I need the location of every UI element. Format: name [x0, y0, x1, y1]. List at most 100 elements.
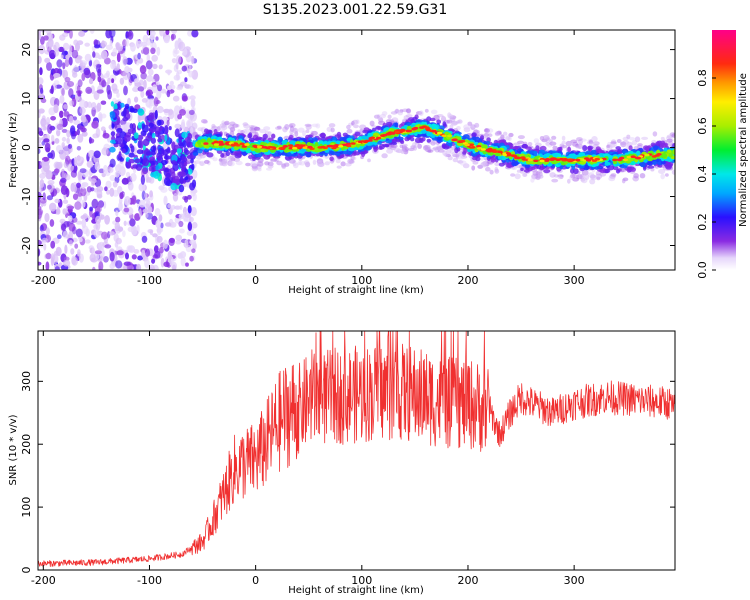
heatmap-cell: [75, 155, 82, 164]
heatmap-cell: [494, 166, 499, 173]
heatmap-cell: [38, 239, 42, 246]
heatmap-cell: [98, 55, 102, 60]
heatmap-cell: [390, 144, 398, 149]
heatmap-cell: [38, 197, 41, 207]
heatmap-cell: [47, 179, 55, 186]
heatmap-cell: [130, 173, 137, 182]
heatmap-cell: [567, 146, 571, 153]
heatmap-cell: [70, 248, 75, 255]
heatmap-cell: [355, 119, 360, 125]
heatmap-cell: [302, 146, 308, 149]
heatmap-cell: [116, 92, 120, 98]
heatmap-cell: [139, 65, 147, 74]
heatmap-cell: [187, 168, 193, 175]
heatmap-cell: [480, 162, 488, 168]
heatmap-cell: [112, 88, 120, 94]
heatmap-cell: [330, 127, 335, 133]
heatmap-cell: [218, 140, 224, 144]
heatmap-cell: [149, 156, 155, 162]
heatmap-cell: [144, 248, 151, 257]
heatmap-cell: [137, 86, 145, 92]
heatmap-cell: [38, 208, 44, 216]
heatmap-cell: [161, 159, 168, 166]
heatmap-cell: [109, 40, 113, 47]
heatmap-cell: [228, 161, 235, 167]
heatmap-cell: [510, 154, 516, 157]
heatmap-cell: [426, 138, 431, 143]
heatmap-cell: [45, 261, 50, 270]
heatmap-cell: [418, 110, 424, 116]
heatmap-cell: [89, 138, 95, 144]
heatmap-cell: [178, 41, 186, 52]
heatmap-cell: [155, 219, 161, 229]
heatmap-cell: [148, 122, 154, 128]
heatmap-cell: [152, 233, 158, 238]
heatmap-cell: [102, 132, 110, 139]
heatmap-cell: [104, 186, 108, 192]
heatmap-cell: [525, 146, 532, 150]
heatmap-cell: [125, 37, 129, 47]
heatmap-cell: [68, 240, 73, 246]
heatmap-cell: [151, 160, 159, 165]
heatmap-cell: [486, 137, 491, 143]
heatmap-cell: [65, 155, 71, 165]
heatmap-cell: [460, 139, 466, 143]
heatmap-cell: [178, 136, 182, 143]
heatmap-cell: [171, 160, 177, 165]
heatmap-cell: [141, 98, 148, 103]
heatmap-cell: [46, 195, 54, 201]
heatmap-cell: [79, 59, 83, 69]
heatmap-cell: [109, 74, 117, 82]
heatmap-cell: [488, 149, 494, 152]
heatmap-cell: [49, 88, 54, 94]
heatmap-cell: [405, 129, 411, 133]
heatmap-cell: [54, 48, 60, 57]
heatmap-cell: [644, 153, 650, 157]
heatmap-cell: [140, 90, 145, 98]
heatmap-cell: [91, 247, 96, 255]
heatmap-cell: [47, 124, 53, 134]
heatmap-cell: [544, 159, 550, 162]
heatmap-cell: [660, 173, 665, 180]
heatmap-cell: [116, 250, 124, 256]
heatmap-cell: [115, 135, 122, 145]
heatmap-cell: [137, 122, 142, 129]
heatmap-cell: [63, 256, 70, 261]
heatmap-cell: [127, 128, 134, 135]
heatmap-cell: [626, 134, 631, 139]
heatmap-cell: [107, 77, 111, 85]
heatmap-cell: [123, 207, 130, 213]
spectrogram-heatmap: [38, 30, 675, 270]
heatmap-cell: [248, 137, 255, 142]
colorbar-label: Normalized spectral amplitude: [738, 73, 749, 227]
heatmap-cell: [312, 137, 318, 143]
heatmap-cell: [411, 127, 417, 131]
heatmap-cell: [206, 139, 213, 144]
heatmap-cell: [187, 205, 192, 214]
heatmap-cell: [441, 134, 447, 138]
heatmap-cell: [189, 239, 197, 245]
heatmap-cell: [163, 195, 168, 206]
heatmap-cell: [297, 161, 302, 166]
heatmap-cell: [171, 204, 176, 210]
heatmap-cell: [517, 135, 525, 140]
heatmap-cell: [168, 126, 172, 131]
heatmap-cell: [115, 210, 119, 217]
heatmap-cell: [117, 226, 124, 232]
heatmap-cell: [181, 95, 188, 102]
heatmap-cell: [96, 64, 102, 74]
spectrogram-y-tick-label: 0: [20, 144, 33, 151]
heatmap-cell: [520, 167, 524, 172]
heatmap-cell: [580, 177, 588, 184]
heatmap-cell: [529, 150, 534, 155]
heatmap-cell: [163, 155, 171, 160]
heatmap-cell: [116, 116, 121, 125]
heatmap-cell: [652, 160, 657, 165]
heatmap-cell: [100, 100, 107, 105]
heatmap-cell: [206, 152, 214, 158]
heatmap-cell: [576, 137, 583, 142]
heatmap-cell: [115, 237, 122, 245]
heatmap-cell: [149, 38, 154, 48]
heatmap-cell: [184, 239, 189, 249]
